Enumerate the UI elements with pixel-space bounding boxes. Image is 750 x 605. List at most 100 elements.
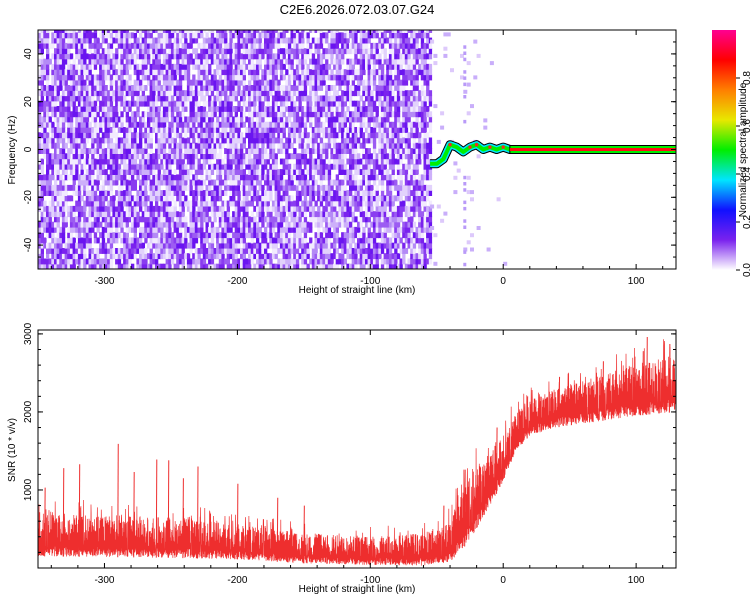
noise-cell — [351, 74, 355, 81]
noise-cell — [372, 169, 377, 175]
noise-cell — [362, 248, 366, 254]
noise-cell — [380, 153, 385, 160]
noise-cell — [240, 116, 244, 123]
noise-cell — [319, 79, 324, 86]
noise-cell — [189, 127, 193, 133]
noise-cell — [295, 184, 300, 191]
noise-cell — [96, 74, 100, 81]
noise-cell — [168, 53, 172, 60]
noise-cell — [375, 242, 379, 249]
noise-cell — [224, 132, 228, 139]
noise-cell — [210, 48, 215, 55]
noise-cell — [160, 226, 164, 233]
noise-cell — [250, 221, 254, 228]
noise-cell — [120, 58, 124, 65]
noise-cell — [40, 42, 44, 49]
noise-cell — [104, 32, 108, 39]
noise-cell — [242, 232, 246, 239]
noise-cell — [372, 148, 377, 154]
noise-cell — [72, 237, 76, 244]
noise-cell — [277, 179, 281, 186]
noise-cell — [264, 90, 268, 97]
noise-cell — [330, 216, 334, 223]
noise-cell — [314, 158, 318, 165]
noise-cell — [101, 48, 106, 55]
noise-cell — [327, 179, 332, 186]
noise-cell — [322, 132, 326, 139]
noise-cell — [258, 100, 262, 107]
noise-cell — [208, 79, 212, 86]
noise-cell — [287, 200, 292, 207]
noise-cell — [274, 158, 278, 165]
noise-cell — [309, 116, 313, 123]
noise-cell — [152, 69, 156, 76]
noise-cell — [136, 216, 140, 223]
noise-cell — [210, 30, 215, 33]
noise-cell — [181, 58, 185, 65]
noise-cell — [317, 226, 321, 233]
noise-cell — [210, 148, 215, 154]
noise-cell — [173, 106, 177, 112]
noise-cell — [314, 42, 318, 49]
noise-cell — [189, 158, 193, 165]
noise-cell — [306, 63, 310, 70]
noise-cell — [77, 85, 82, 91]
noise-cell — [287, 253, 292, 260]
noise-cell — [309, 153, 313, 160]
noise-cell — [242, 242, 246, 249]
noise-cell — [282, 184, 286, 191]
noise-cell — [224, 90, 228, 97]
noise-cell — [149, 153, 153, 160]
noise-cell — [301, 263, 305, 269]
noise-cell — [240, 174, 244, 181]
noise-cell — [77, 58, 82, 65]
noise-cell — [208, 42, 212, 49]
noise-cell — [144, 169, 148, 175]
noise-cell — [359, 258, 363, 265]
noise-cell — [370, 253, 374, 260]
noise-cell — [178, 69, 183, 76]
noise-cell — [293, 74, 297, 81]
noise-cell — [51, 211, 55, 218]
noise-cell — [224, 174, 228, 181]
noise-cell — [56, 58, 60, 65]
noise-cell — [253, 32, 257, 39]
noise-cell — [149, 69, 153, 76]
noise-cell — [202, 200, 207, 207]
noise-cell — [250, 195, 254, 202]
noise-cell — [210, 132, 215, 139]
noise-cell — [258, 169, 262, 175]
noise-cell — [192, 132, 196, 139]
noise-cell — [271, 132, 276, 139]
noise-cell — [221, 158, 225, 165]
noise-cell — [362, 121, 366, 128]
noise-cell — [173, 142, 177, 149]
noise-cell — [91, 179, 95, 186]
noise-cell — [72, 163, 76, 170]
noise-cell — [69, 184, 74, 191]
noise-cell — [120, 37, 124, 44]
noise-cell — [237, 163, 241, 170]
noise-cell — [245, 163, 249, 170]
noise-cell — [309, 205, 313, 212]
noise-cell — [306, 95, 310, 102]
noise-cell — [168, 253, 172, 260]
noise-cell — [365, 153, 369, 160]
noise-cell — [194, 258, 199, 265]
noise-cell — [258, 37, 262, 44]
noise-cell — [301, 174, 305, 181]
noise-cell — [362, 148, 366, 154]
noise-cell — [160, 48, 164, 55]
noise-cell — [38, 258, 42, 265]
noise-cell — [178, 205, 183, 212]
noise-cell — [261, 95, 265, 102]
noise-cell — [367, 205, 371, 212]
noise-cell — [277, 116, 281, 123]
noise-cell — [357, 116, 361, 123]
noise-cell — [232, 30, 236, 33]
noise-cell — [77, 211, 82, 218]
noise-cell — [314, 216, 318, 223]
noise-cell — [221, 116, 225, 123]
noise-cell — [149, 142, 153, 149]
noise-cell — [186, 30, 191, 33]
